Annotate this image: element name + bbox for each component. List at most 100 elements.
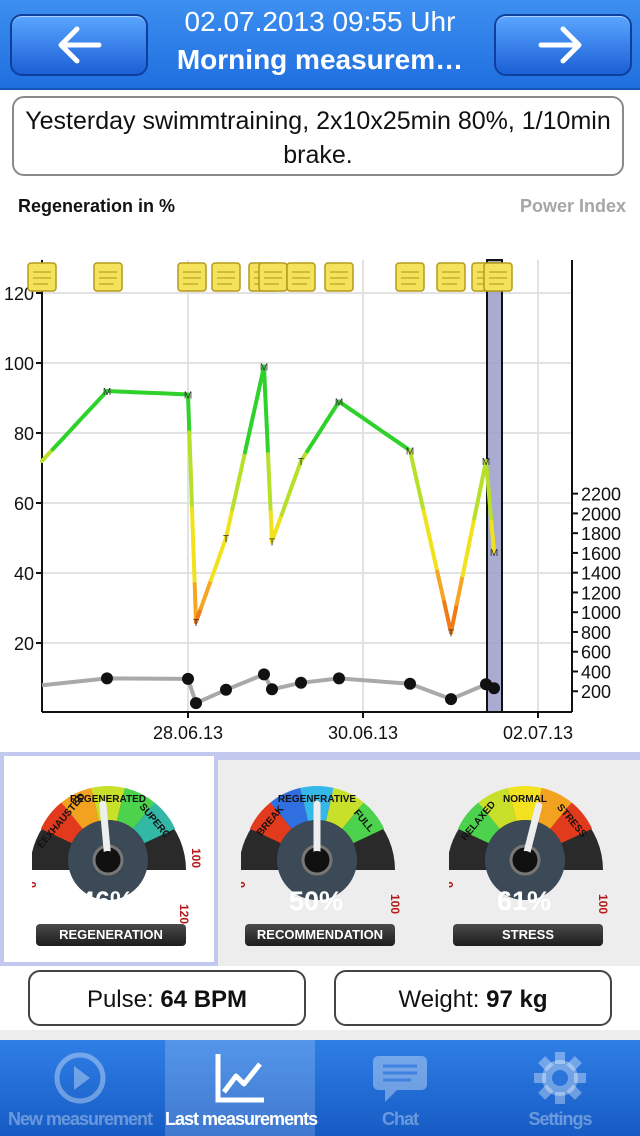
regeneration-line-segment: [194, 606, 203, 624]
regeneration-line-segment: [236, 450, 247, 483]
tab-settings[interactable]: Settings: [480, 1040, 640, 1136]
gauge-hub: [99, 851, 117, 869]
pulse-label: Pulse:: [86, 986, 154, 1013]
left-tick-label: 80: [14, 424, 34, 444]
power-index-point: [266, 683, 278, 696]
regeneration-point-tag: T: [193, 618, 199, 629]
weight-label: Weight:: [398, 986, 480, 1013]
power-index-point: [258, 668, 270, 681]
note-marker-icon[interactable]: [27, 262, 57, 292]
note-marker-icon[interactable]: [395, 262, 425, 292]
regeneration-line-segment: [219, 536, 228, 554]
power-index-point: [220, 683, 232, 696]
regeneration-line-segment: [267, 481, 273, 515]
gauge-scale-label: 100: [596, 894, 610, 914]
power-index-point: [333, 672, 345, 685]
gauge-needle: [521, 802, 543, 864]
regeneration-line-segment: [249, 393, 260, 426]
regeneration-gauge-dial: EEXHAUSTEDREGENERATEDSUPERC0100120: [25, 786, 203, 924]
gauge-arc-label: NORMAL: [503, 794, 547, 805]
regeneration-line-segment: [72, 412, 88, 428]
right-tick-label: 1800: [581, 524, 621, 544]
regeneration-line-segment: [199, 592, 208, 610]
regeneration-point-tag: T: [448, 629, 454, 640]
right-tick-label: 600: [581, 643, 611, 663]
note-marker-icon[interactable]: [436, 262, 466, 292]
regeneration-line-segment: [279, 499, 289, 517]
regeneration-line-segment: [435, 569, 447, 605]
regeneration-line-segment: [230, 478, 241, 512]
x-tick-label: 28.06.13: [153, 723, 223, 743]
gauge-scale-label: 120: [177, 904, 191, 924]
tab-new-measurement-label: New measurement: [7, 1109, 153, 1129]
note-marker-icon[interactable]: [258, 262, 288, 292]
stress-gauge-dial: RELAXEDNORMALSTRESS0100: [442, 786, 610, 914]
regeneration-point-tag: M: [103, 387, 111, 398]
gauge-panel-border: [218, 752, 640, 760]
note-marker-icon[interactable]: [93, 262, 123, 292]
stress-gauge[interactable]: RELAXEDNORMALSTRESS0100 61% STRESS: [442, 768, 640, 948]
gauge-scale-label: 0: [241, 881, 248, 888]
note-marker-icon[interactable]: [286, 262, 316, 292]
regeneration-line-segment: [209, 564, 218, 582]
regeneration-line-segment: [172, 391, 190, 397]
regeneration-gauge[interactable]: EEXHAUSTEDREGENERATEDSUPERC0100120 46% R…: [25, 768, 232, 948]
regeneration-point-tag: M: [184, 391, 192, 402]
right-tick-label: 200: [581, 682, 611, 702]
regeneration-point-tag: T: [298, 457, 304, 468]
regeneration-point-tag: M: [260, 363, 268, 374]
regeneration-line-segment: [488, 504, 494, 524]
tab-chat[interactable]: Chat: [320, 1040, 480, 1136]
gauge-arc-label: REGENERATED: [70, 794, 146, 805]
power-index-point: [404, 677, 416, 690]
note-marker-icon[interactable]: [324, 262, 354, 292]
regeneration-line-segment: [190, 506, 196, 549]
regeneration-line-segment: [460, 544, 471, 578]
regeneration-line-segment: [490, 534, 496, 554]
regeneration-line-segment: [428, 539, 440, 574]
left-tick-label: 60: [14, 494, 34, 514]
measurement-note[interactable]: Yesterday swimmtraining, 2x10x25min 80%,…: [12, 96, 624, 176]
regeneration-line-segment: [145, 390, 163, 396]
regeneration-line-segment: [289, 472, 299, 490]
recommendation-gauge-label: RECOMMENDATION: [245, 924, 395, 946]
regeneration-line-segment: [449, 601, 459, 635]
tab-last-measurements[interactable]: Last measurements: [165, 1040, 318, 1136]
right-tick-label: 1000: [581, 603, 621, 623]
previous-button[interactable]: [10, 14, 148, 76]
right-tick-label: 2200: [581, 485, 621, 505]
chart-left-axis-title: Regeneration in %: [18, 196, 176, 216]
regeneration-line-segment: [284, 485, 294, 504]
pulse-value: 64 BPM: [160, 986, 248, 1013]
tab-last-measurements-label: Last measurements: [165, 1109, 318, 1129]
regeneration-point-tag: M: [335, 398, 343, 409]
regeneration-chart[interactable]: 20 40 60 80 100 120 20040060080010001200140016…: [0, 225, 640, 750]
regeneration-point-tag: T: [269, 538, 275, 549]
chart-icon: [215, 1054, 264, 1103]
page-title: Morning measurem…: [176, 44, 464, 75]
regeneration-line-segment: [94, 389, 109, 405]
regeneration-line-segment: [294, 459, 303, 477]
note-marker-icon[interactable]: [211, 262, 241, 292]
note-marker-icon[interactable]: [483, 262, 513, 292]
regeneration-line-segment: [224, 507, 235, 540]
next-button[interactable]: [494, 14, 632, 76]
regeneration-line-segment: [192, 582, 198, 624]
left-tick-label: 120: [4, 284, 34, 304]
recommendation-gauge[interactable]: BREAKREGENERATIVEFULL0100 50% RECOMMENDA…: [234, 768, 441, 948]
regeneration-line-segment: [270, 526, 279, 544]
regeneration-line-segment: [188, 468, 194, 511]
tab-bar: New measurement Last measurements Chat: [0, 1040, 640, 1136]
right-tick-label: 1600: [581, 544, 621, 564]
tab-settings-label: Settings: [528, 1109, 592, 1129]
regeneration-line-segment: [454, 573, 465, 606]
pulse-box: Pulse: 64 BPM: [28, 970, 306, 1026]
play-icon: [54, 1052, 106, 1104]
weight-value: 97 kg: [486, 986, 548, 1013]
tab-new-measurement[interactable]: New measurement: [0, 1040, 160, 1136]
note-marker-icon[interactable]: [177, 262, 207, 292]
right-tick-label: 1200: [581, 583, 621, 603]
regeneration-line-segment: [408, 448, 419, 483]
regeneration-line-segment: [50, 435, 66, 452]
regeneration-line-segment: [466, 516, 477, 549]
